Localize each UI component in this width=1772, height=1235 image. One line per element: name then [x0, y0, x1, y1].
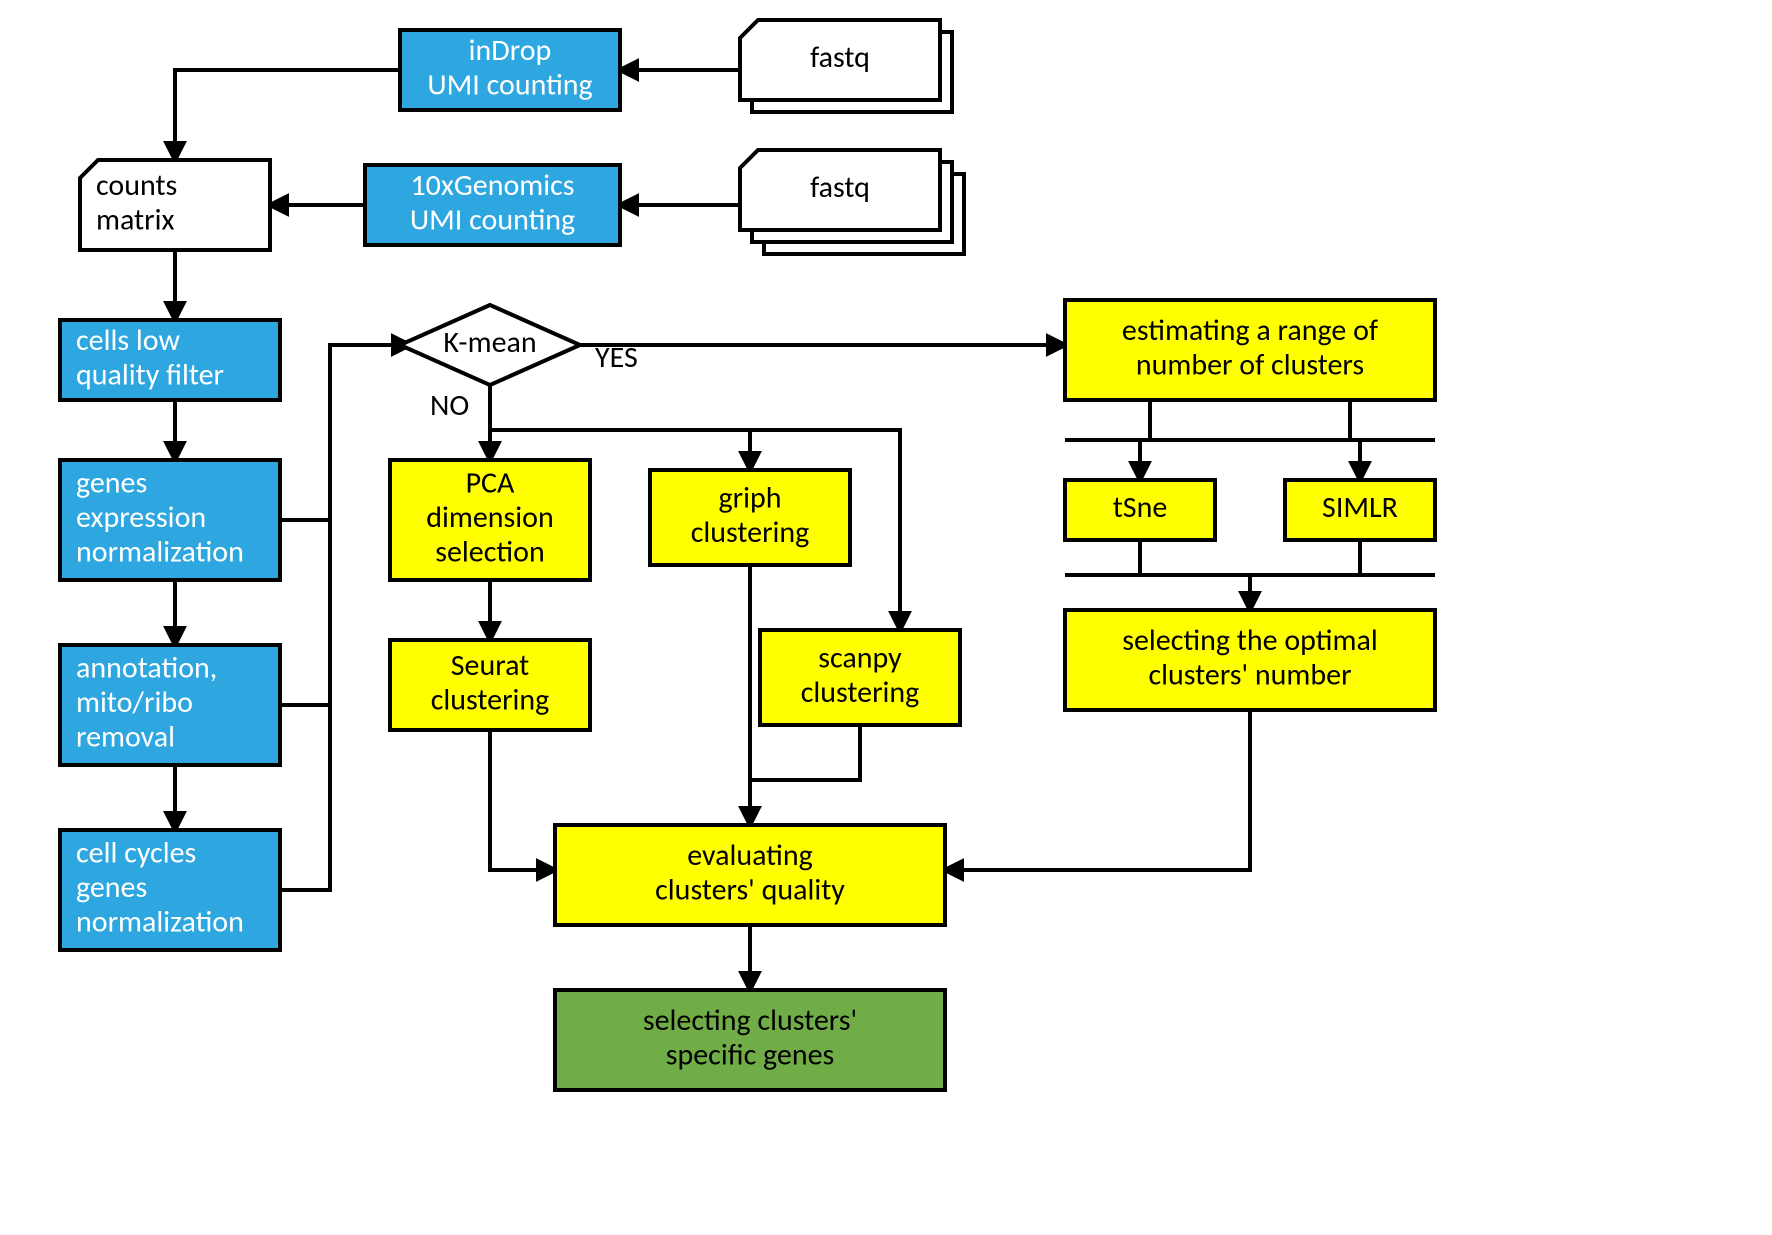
- node-tsne: tSne: [1065, 480, 1215, 540]
- node-text: counts: [96, 167, 177, 204]
- node-fastq2: fastq: [740, 150, 964, 254]
- decision-label-yes: YES: [595, 339, 638, 376]
- node-text: fastq: [810, 39, 870, 76]
- node-optimal: selecting the optimalclusters' number: [1065, 610, 1435, 710]
- node-text: scanpy: [818, 639, 902, 676]
- node-scanpy: scanpyclustering: [760, 630, 960, 725]
- node-text: clustering: [801, 674, 920, 711]
- node-text: cell cycles: [76, 835, 196, 872]
- decision-label-no: NO: [430, 387, 469, 424]
- node-text: specific genes: [666, 1036, 835, 1073]
- node-text: griph: [719, 479, 782, 516]
- flowchart: inDropUMI countingfastq10xGenomicsUMI co…: [0, 0, 1772, 1235]
- node-text: UMI counting: [410, 201, 575, 238]
- node-text: number of clusters: [1136, 346, 1364, 383]
- node-range: estimating a range ofnumber of clusters: [1065, 300, 1435, 400]
- node-tenx: 10xGenomicsUMI counting: [365, 165, 620, 245]
- node-text: tSne: [1113, 489, 1168, 526]
- edge: [490, 385, 750, 470]
- edge: [490, 730, 555, 870]
- node-text: genes: [76, 869, 147, 906]
- node-text: SIMLR: [1322, 489, 1398, 526]
- edge: [280, 345, 330, 890]
- node-text: selecting the optimal: [1122, 622, 1377, 659]
- node-genes: selecting clusters'specific genes: [555, 990, 945, 1090]
- node-text: UMI counting: [427, 66, 592, 103]
- edge: [945, 710, 1250, 870]
- node-text: dimension: [426, 499, 554, 536]
- node-text: inDrop: [469, 32, 552, 69]
- node-seurat: Seuratclustering: [390, 640, 590, 730]
- node-text: fastq: [810, 169, 870, 206]
- node-norm: genesexpressionnormalization: [60, 460, 280, 580]
- node-text: normalization: [76, 534, 244, 571]
- node-text: annotation,: [76, 650, 217, 687]
- node-text: clustering: [431, 681, 550, 718]
- edge: [175, 70, 400, 160]
- node-text: removal: [76, 719, 175, 756]
- node-griph: griphclustering: [650, 470, 850, 565]
- node-text: Seurat: [451, 647, 529, 684]
- node-indrop: inDropUMI counting: [400, 30, 620, 110]
- node-text: clusters' quality: [655, 871, 845, 908]
- node-text: clustering: [691, 514, 810, 551]
- node-text: PCA: [466, 465, 515, 502]
- node-annot: annotation,mito/riboremoval: [60, 645, 280, 765]
- edge: [750, 725, 860, 780]
- node-text: selection: [435, 534, 544, 571]
- node-text: genes: [76, 465, 147, 502]
- node-counts: countsmatrix: [80, 160, 270, 250]
- node-text: selecting clusters': [643, 1002, 857, 1039]
- node-text: cells low: [76, 322, 180, 359]
- edge: [280, 345, 330, 705]
- node-text: quality filter: [76, 356, 224, 393]
- node-fastq1: fastq: [740, 20, 952, 112]
- node-text: 10xGenomics: [410, 167, 574, 204]
- node-text: matrix: [96, 201, 174, 238]
- node-filter: cells lowquality filter: [60, 320, 280, 400]
- node-eval: evaluatingclusters' quality: [555, 825, 945, 925]
- node-pca: PCAdimensionselection: [390, 460, 590, 580]
- node-text: evaluating: [687, 837, 813, 874]
- node-text: expression: [76, 499, 206, 536]
- node-text: clusters' number: [1148, 656, 1351, 693]
- node-simlr: SIMLR: [1285, 480, 1435, 540]
- node-text: mito/ribo: [76, 684, 193, 721]
- node-text: estimating a range of: [1122, 312, 1378, 349]
- node-cellcycle: cell cyclesgenesnormalization: [60, 830, 280, 950]
- node-text: K-mean: [443, 324, 536, 361]
- node-kmean: K-mean: [400, 305, 580, 385]
- node-text: normalization: [76, 904, 244, 941]
